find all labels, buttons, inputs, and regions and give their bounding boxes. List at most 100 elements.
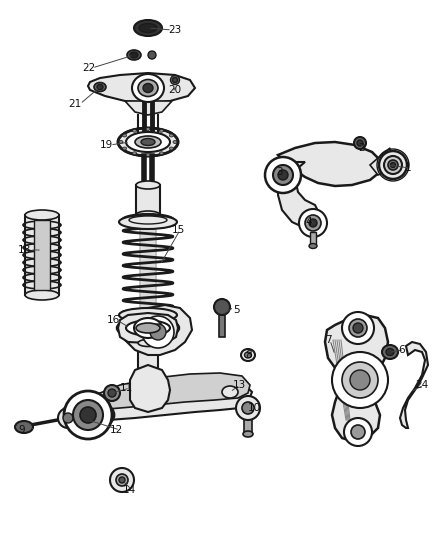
Circle shape — [236, 396, 260, 420]
Circle shape — [350, 370, 370, 390]
Polygon shape — [122, 305, 192, 355]
Circle shape — [119, 477, 125, 483]
Circle shape — [265, 157, 301, 193]
Text: 13: 13 — [233, 380, 246, 390]
Ellipse shape — [141, 139, 155, 146]
Circle shape — [344, 418, 372, 446]
Ellipse shape — [173, 77, 177, 83]
Ellipse shape — [126, 132, 170, 152]
Ellipse shape — [119, 308, 177, 322]
Text: 10: 10 — [248, 403, 261, 413]
Text: 11: 11 — [120, 383, 133, 393]
Ellipse shape — [146, 127, 150, 131]
Text: 19: 19 — [100, 140, 113, 150]
Ellipse shape — [136, 181, 160, 189]
Circle shape — [305, 215, 321, 231]
Ellipse shape — [25, 210, 59, 220]
Ellipse shape — [241, 349, 255, 361]
Ellipse shape — [173, 141, 177, 143]
Circle shape — [73, 400, 103, 430]
Ellipse shape — [119, 215, 177, 229]
Polygon shape — [125, 101, 172, 115]
Polygon shape — [278, 142, 382, 186]
Polygon shape — [278, 162, 320, 228]
Bar — [244, 418, 252, 434]
Circle shape — [58, 408, 78, 428]
Ellipse shape — [15, 421, 33, 433]
Ellipse shape — [123, 147, 127, 150]
Circle shape — [80, 407, 96, 423]
Circle shape — [110, 468, 134, 492]
Ellipse shape — [132, 74, 164, 102]
Circle shape — [242, 402, 254, 414]
Polygon shape — [400, 342, 428, 428]
Text: 9: 9 — [18, 425, 25, 435]
Circle shape — [142, 316, 174, 348]
Ellipse shape — [122, 214, 174, 226]
Circle shape — [150, 324, 166, 340]
Ellipse shape — [391, 163, 396, 167]
Circle shape — [299, 209, 327, 237]
Text: 24: 24 — [415, 380, 428, 390]
Text: 14: 14 — [123, 485, 136, 495]
Circle shape — [342, 312, 374, 344]
Circle shape — [116, 474, 128, 486]
Ellipse shape — [94, 83, 106, 92]
Circle shape — [353, 323, 363, 333]
Bar — [310, 232, 316, 246]
Circle shape — [214, 299, 230, 315]
Text: 6: 6 — [398, 345, 405, 355]
Ellipse shape — [170, 134, 173, 137]
Bar — [219, 315, 225, 337]
Circle shape — [332, 352, 388, 408]
Ellipse shape — [379, 151, 407, 179]
Ellipse shape — [117, 317, 179, 339]
Ellipse shape — [388, 160, 398, 170]
Text: 22: 22 — [82, 63, 95, 73]
Circle shape — [349, 319, 367, 337]
Text: 5: 5 — [233, 305, 240, 315]
Ellipse shape — [133, 152, 137, 155]
Ellipse shape — [148, 51, 156, 59]
Ellipse shape — [357, 140, 363, 146]
Ellipse shape — [384, 156, 402, 174]
Ellipse shape — [136, 211, 160, 219]
Circle shape — [64, 391, 112, 439]
Bar — [138, 343, 158, 403]
Ellipse shape — [244, 352, 251, 358]
Text: 20: 20 — [168, 85, 181, 95]
Text: 2: 2 — [358, 143, 364, 153]
Bar — [25, 215, 59, 295]
Text: 7: 7 — [325, 335, 332, 345]
Circle shape — [108, 389, 116, 397]
Circle shape — [351, 425, 365, 439]
Ellipse shape — [25, 290, 59, 300]
Ellipse shape — [123, 134, 127, 137]
Ellipse shape — [133, 129, 137, 132]
Ellipse shape — [119, 141, 123, 143]
Polygon shape — [130, 365, 170, 412]
Text: 1: 1 — [405, 163, 412, 173]
Ellipse shape — [130, 52, 138, 58]
Text: 3: 3 — [276, 167, 283, 177]
Ellipse shape — [170, 76, 180, 85]
Ellipse shape — [97, 85, 103, 90]
Ellipse shape — [309, 244, 317, 248]
Ellipse shape — [159, 129, 163, 132]
Bar — [136, 185, 160, 215]
Ellipse shape — [127, 50, 141, 60]
Ellipse shape — [134, 20, 162, 36]
Polygon shape — [80, 373, 250, 410]
Ellipse shape — [118, 128, 178, 156]
Circle shape — [342, 362, 378, 398]
Ellipse shape — [143, 84, 153, 93]
Text: 8: 8 — [245, 350, 251, 360]
Ellipse shape — [170, 147, 173, 150]
Bar — [34, 220, 50, 290]
Circle shape — [273, 165, 293, 185]
Ellipse shape — [136, 323, 160, 333]
Circle shape — [278, 170, 288, 180]
Ellipse shape — [126, 320, 170, 335]
Ellipse shape — [138, 340, 158, 346]
Bar — [140, 215, 156, 320]
